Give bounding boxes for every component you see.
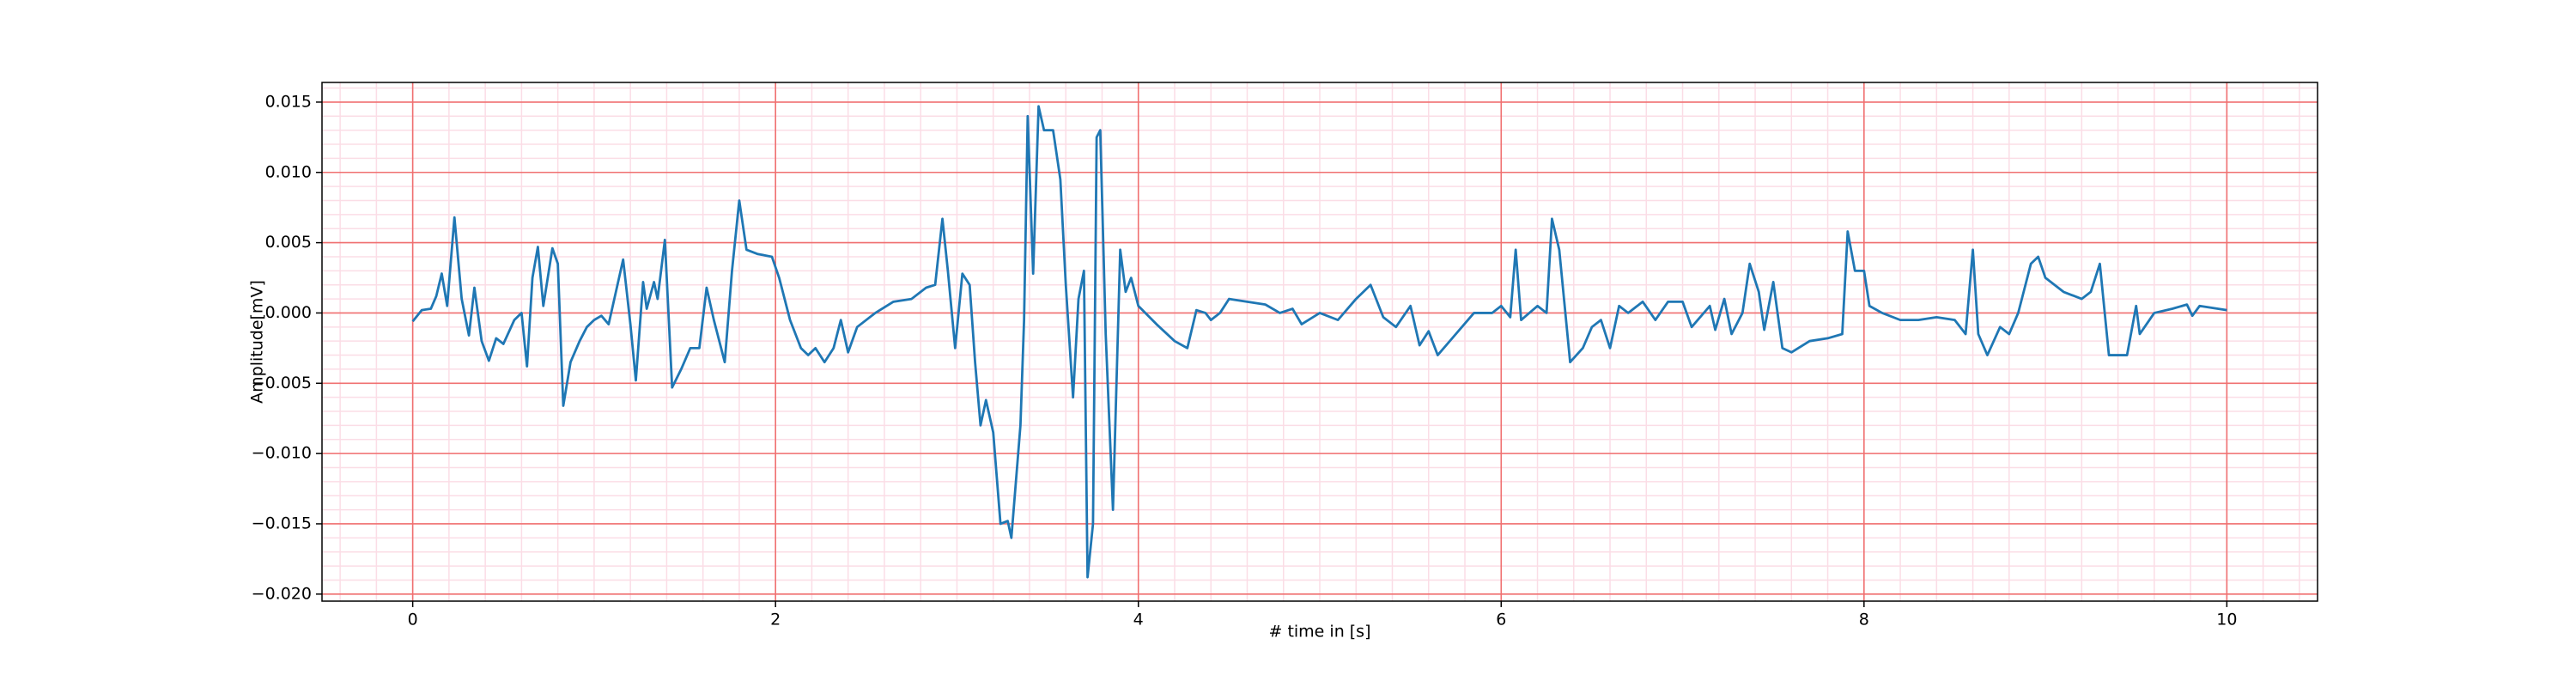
- y-tick-label: −0.020: [252, 584, 312, 603]
- axes: 0 2 4 6 8 10 −0.020 −0.015 −0.010 −0.005 0.000 0.00…: [252, 82, 2318, 629]
- x-tick-label: 6: [1496, 611, 1506, 629]
- plot-frame: [321, 82, 2318, 602]
- x-tick-label: 0: [408, 611, 418, 629]
- x-tick-label: 10: [2216, 611, 2237, 629]
- y-axis-label: Amplitude[mV]: [248, 280, 267, 404]
- major-grid: [322, 82, 2318, 601]
- y-tick-label: −0.005: [252, 374, 312, 392]
- y-tick-label: −0.015: [252, 514, 312, 532]
- signal-line: [411, 105, 2227, 579]
- y-tick-label: 0.000: [265, 303, 312, 322]
- y-tick-label: 0.015: [265, 92, 312, 111]
- x-tick-label: 4: [1133, 611, 1144, 629]
- minor-grid: [322, 82, 2318, 601]
- x-tick-label: 2: [770, 611, 781, 629]
- y-tick-label: 0.005: [265, 233, 312, 252]
- x-axis-label: # time in [s]: [1268, 623, 1370, 641]
- y-tick-label: 0.010: [265, 162, 312, 181]
- x-tick-label: 8: [1859, 611, 1869, 629]
- plot: [411, 105, 2227, 579]
- y-tick-label: −0.010: [252, 444, 312, 463]
